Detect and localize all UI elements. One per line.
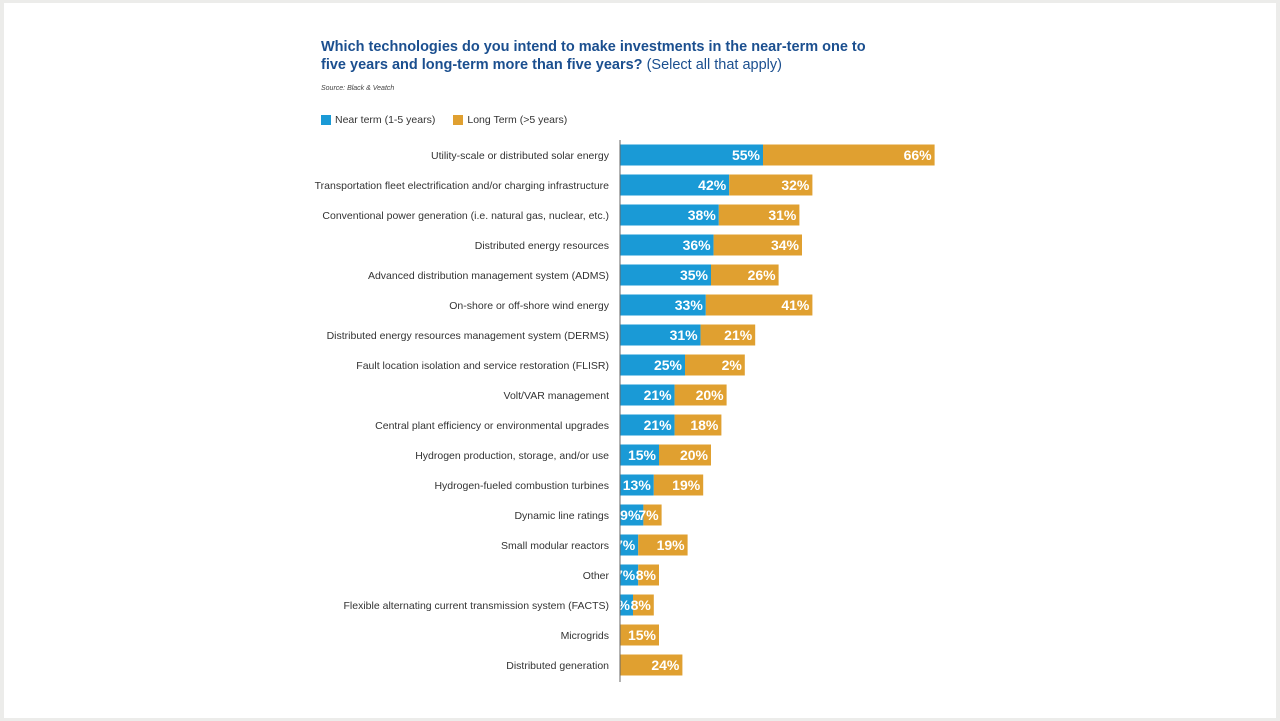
chart-title: Which technologies do you intend to make… <box>321 38 881 74</box>
data-label-long-term: 8% <box>631 597 652 613</box>
bar-near-term <box>620 204 719 226</box>
data-label-long-term: 19% <box>672 477 701 493</box>
bar-near-term <box>620 414 675 436</box>
bar-long-term <box>643 504 662 526</box>
data-label-long-term: 8% <box>636 567 657 583</box>
category-label: Conventional power generation (i.e. natu… <box>322 210 609 222</box>
data-label-near-term: 7% <box>615 537 636 553</box>
data-label-long-term: 18% <box>690 417 719 433</box>
data-label-long-term: 26% <box>748 267 777 283</box>
bar-near-term <box>620 354 685 376</box>
data-label-near-term: 35% <box>680 267 709 283</box>
category-label: Distributed energy resources management … <box>327 330 609 342</box>
data-label-near-term: 13% <box>623 477 652 493</box>
bar-long-term <box>685 354 745 376</box>
data-label-long-term: 15% <box>628 627 657 643</box>
data-label-long-term: 24% <box>651 657 680 673</box>
category-label: Small modular reactors <box>501 540 609 552</box>
category-label: Fault location isolation and service res… <box>356 360 609 372</box>
bar-long-term <box>674 414 722 436</box>
data-label-near-term: 25% <box>654 357 683 373</box>
data-label-long-term: 34% <box>771 237 800 253</box>
bar-near-term <box>620 474 654 496</box>
category-label: Central plant efficiency or environmenta… <box>375 420 609 432</box>
category-label: Flexible alternating current transmissio… <box>344 600 610 612</box>
bar-near-term <box>620 174 730 196</box>
bar-long-term <box>763 144 935 166</box>
bar-long-term <box>700 324 756 346</box>
category-label: Hydrogen production, storage, and/or use <box>415 450 609 462</box>
bar-long-term <box>711 264 779 286</box>
data-label-near-term: 7% <box>615 567 636 583</box>
bar-near-term <box>620 294 706 316</box>
data-label-long-term: 32% <box>781 177 810 193</box>
data-label-long-term: 20% <box>680 447 709 463</box>
category-label: Microgrids <box>561 630 609 642</box>
data-label-long-term: 20% <box>696 387 725 403</box>
legend-label-long: Long Term (>5 years) <box>467 114 568 126</box>
bar-near-term <box>620 264 711 286</box>
bar-long-term <box>633 594 654 616</box>
data-label-long-term: 31% <box>768 207 797 223</box>
bar-near-term <box>620 234 714 256</box>
category-label: Volt/VAR management <box>504 390 610 402</box>
category-label: Dynamic line ratings <box>514 510 609 522</box>
data-label-near-term: 15% <box>628 447 657 463</box>
bar-long-term <box>638 534 688 556</box>
data-label-long-term: 19% <box>657 537 686 553</box>
data-label-near-term: 42% <box>698 177 727 193</box>
legend-label-near: Near term (1-5 years) <box>335 114 436 126</box>
bar-long-term <box>705 294 813 316</box>
bar-long-term <box>718 204 800 226</box>
title-text: Which technologies do you intend to make… <box>321 39 866 73</box>
category-label: Utility-scale or distributed solar energ… <box>431 150 610 162</box>
category-label: Hydrogen-fueled combustion turbines <box>434 480 609 492</box>
bar-long-term <box>653 474 704 496</box>
data-label-near-term: 21% <box>644 417 673 433</box>
legend-swatch-near <box>321 115 331 125</box>
data-label-long-term: 2% <box>722 357 743 373</box>
category-label: Distributed generation <box>506 660 609 672</box>
category-label: Other <box>583 570 610 582</box>
data-label-long-term: 41% <box>781 297 810 313</box>
category-label: On-shore or off-shore wind energy <box>449 300 609 312</box>
bar-long-term <box>713 234 802 256</box>
bar-near-term <box>620 324 701 346</box>
legend: Near term (1-5 years) Long Term (>5 year… <box>321 114 567 126</box>
bar-long-term <box>659 444 711 466</box>
bar-near-term <box>620 564 639 586</box>
data-label-near-term: 36% <box>683 237 712 253</box>
bar-long-term <box>674 384 727 406</box>
bar-near-term <box>620 504 644 526</box>
bar-near-term <box>620 594 633 616</box>
legend-item-near: Near term (1-5 years) <box>321 114 435 126</box>
data-label-near-term: 33% <box>675 297 704 313</box>
bar-long-term <box>620 624 659 646</box>
data-label-near-term: 21% <box>644 387 673 403</box>
data-label-near-term: 9% <box>620 507 641 523</box>
chart-subtitle: (Select all that apply) <box>646 57 782 73</box>
data-label-long-term: 66% <box>904 147 933 163</box>
bar-long-term <box>729 174 813 196</box>
bar-near-term <box>620 144 763 166</box>
data-label-near-term: 38% <box>688 207 717 223</box>
data-label-near-term: 55% <box>732 147 761 163</box>
bar-near-term <box>620 534 639 556</box>
data-label-long-term: 21% <box>724 327 753 343</box>
category-label: Advanced distribution management system … <box>368 270 609 282</box>
legend-item-long: Long Term (>5 years) <box>453 114 567 126</box>
data-label-near-term: 31% <box>670 327 699 343</box>
bar-near-term <box>620 444 659 466</box>
category-label: Distributed energy resources <box>475 240 609 252</box>
bar-long-term <box>620 654 683 676</box>
bar-long-term <box>638 564 659 586</box>
category-label: Transportation fleet electrification and… <box>315 180 610 192</box>
source-note: Source: Black & Veatch <box>321 85 395 92</box>
bar-near-term <box>620 384 675 406</box>
data-label-long-term: 7% <box>638 507 659 523</box>
legend-swatch-long <box>453 115 464 125</box>
